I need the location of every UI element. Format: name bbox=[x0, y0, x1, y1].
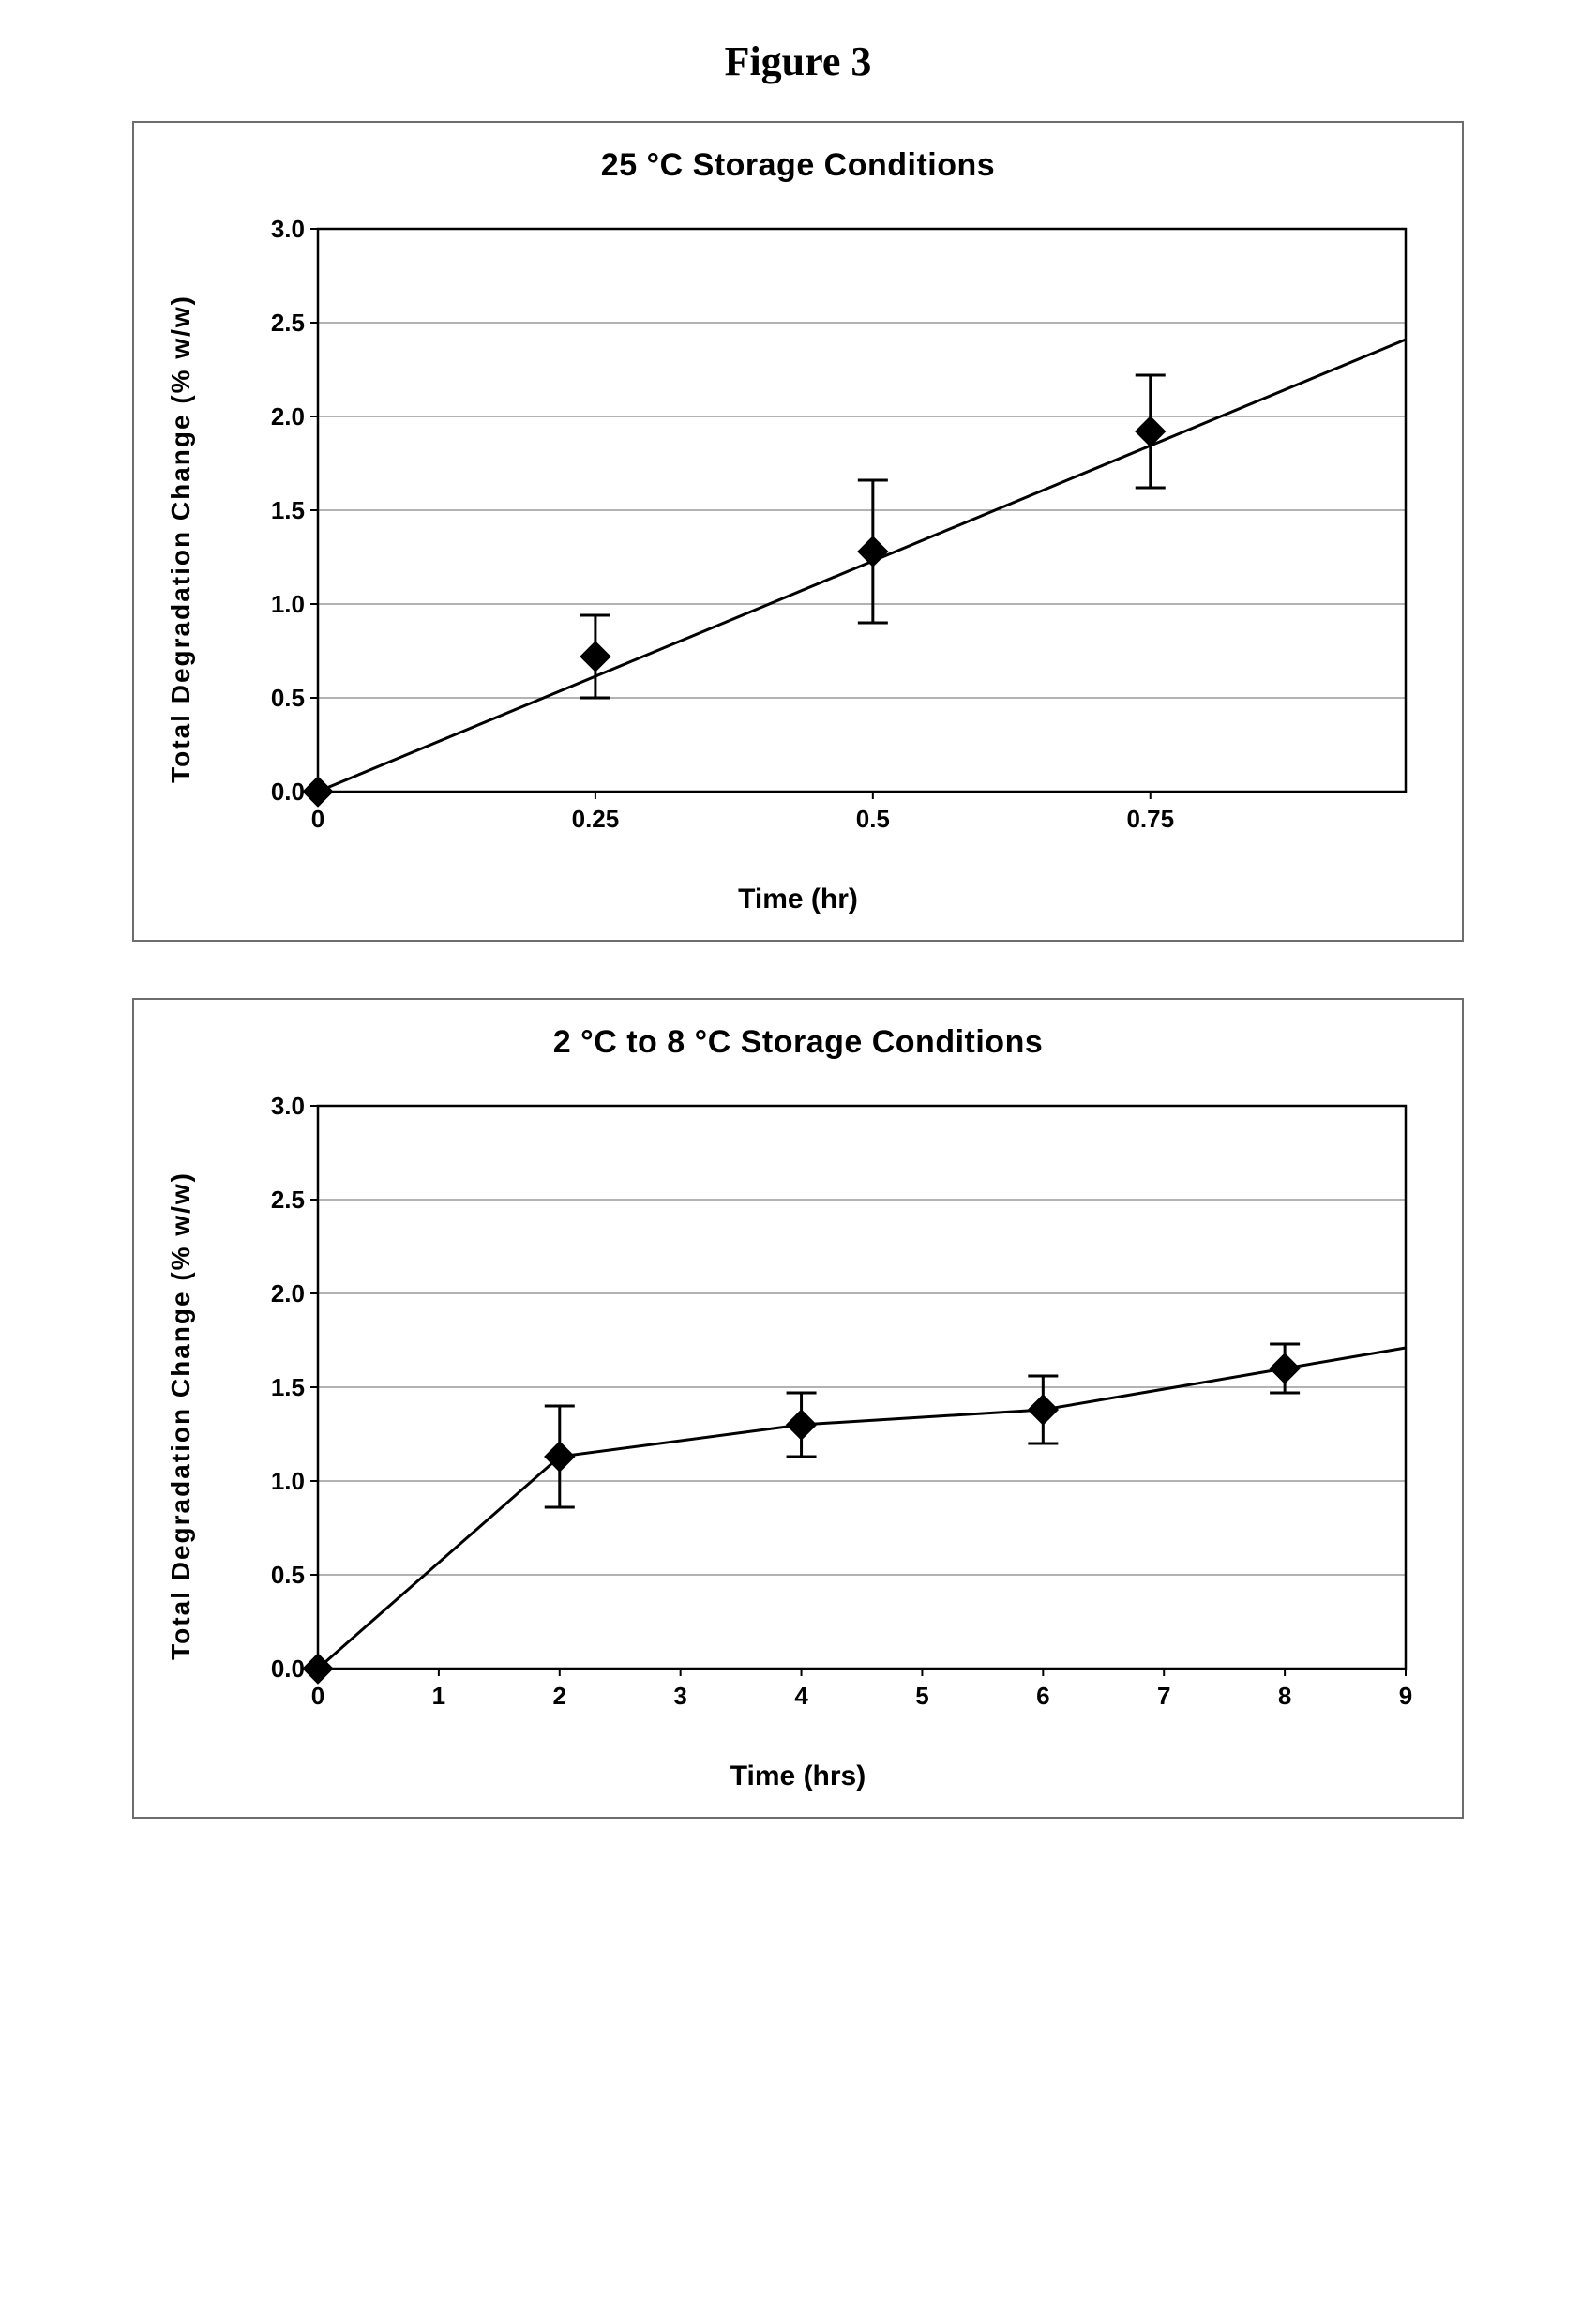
panel-2-xlabel: Time (hrs) bbox=[166, 1761, 1430, 1792]
svg-text:5: 5 bbox=[915, 1682, 928, 1710]
panel-1-wrap: 25 °C Storage Conditions Total Degradati… bbox=[132, 121, 1464, 942]
svg-text:7: 7 bbox=[1157, 1682, 1170, 1710]
svg-text:8: 8 bbox=[1278, 1682, 1291, 1710]
panel-2-wrap: 2 °C to 8 °C Storage Conditions Total De… bbox=[132, 998, 1464, 1819]
svg-text:1: 1 bbox=[432, 1682, 445, 1710]
panel-1-plot-row: Total Degradation Change (% w/w) 0.0 0.5 1… bbox=[166, 201, 1430, 876]
svg-text:2: 2 bbox=[553, 1682, 566, 1710]
panel-2: 2 °C to 8 °C Storage Conditions Total De… bbox=[132, 998, 1464, 1819]
svg-text:1.5: 1.5 bbox=[271, 1373, 305, 1401]
svg-text:0.5: 0.5 bbox=[271, 1561, 305, 1589]
svg-text:0.75: 0.75 bbox=[1126, 805, 1174, 833]
panel-1-ylabel: Total Degradation Change (% w/w) bbox=[166, 295, 196, 783]
svg-text:3.0: 3.0 bbox=[271, 215, 305, 243]
svg-text:2.0: 2.0 bbox=[271, 402, 305, 431]
panel-1-title: 25 °C Storage Conditions bbox=[166, 147, 1430, 184]
panel-2-chart: 0.0 0.5 1.0 1.5 2.0 2.5 3.0 0 1 2 3 4 5 6 7 8 9 bbox=[205, 1078, 1424, 1753]
figure-title: Figure 3 bbox=[0, 38, 1596, 85]
svg-text:3: 3 bbox=[673, 1682, 686, 1710]
panel-2-ylabel: Total Degradation Change (% w/w) bbox=[166, 1171, 196, 1660]
panel-1-xlabel: Time (hr) bbox=[166, 884, 1430, 915]
svg-text:1.0: 1.0 bbox=[271, 1467, 305, 1495]
svg-text:2.5: 2.5 bbox=[271, 1186, 305, 1214]
svg-text:6: 6 bbox=[1036, 1682, 1049, 1710]
svg-text:3.0: 3.0 bbox=[271, 1092, 305, 1120]
page: Figure 3 25 °C Storage Conditions Total … bbox=[0, 0, 1596, 1931]
svg-text:0: 0 bbox=[311, 1682, 324, 1710]
svg-text:0.0: 0.0 bbox=[271, 1655, 305, 1683]
svg-text:2.5: 2.5 bbox=[271, 309, 305, 337]
svg-text:0.0: 0.0 bbox=[271, 778, 305, 806]
svg-text:0.5: 0.5 bbox=[271, 684, 305, 712]
svg-text:0.5: 0.5 bbox=[856, 805, 890, 833]
panel-2-title: 2 °C to 8 °C Storage Conditions bbox=[166, 1024, 1430, 1061]
svg-text:9: 9 bbox=[1399, 1682, 1412, 1710]
svg-text:4: 4 bbox=[794, 1682, 808, 1710]
svg-text:2.0: 2.0 bbox=[271, 1279, 305, 1307]
svg-text:0: 0 bbox=[311, 805, 324, 833]
panel-1: 25 °C Storage Conditions Total Degradati… bbox=[132, 121, 1464, 942]
svg-text:1.0: 1.0 bbox=[271, 590, 305, 618]
svg-text:0.25: 0.25 bbox=[572, 805, 620, 833]
panel-2-plot-row: Total Degradation Change (% w/w) 0.0 0.5 1… bbox=[166, 1078, 1430, 1753]
svg-text:1.5: 1.5 bbox=[271, 496, 305, 524]
panel-1-chart: 0.0 0.5 1.0 1.5 2.0 2.5 3.0 0 0.25 0.5 0.75 bbox=[205, 201, 1424, 876]
